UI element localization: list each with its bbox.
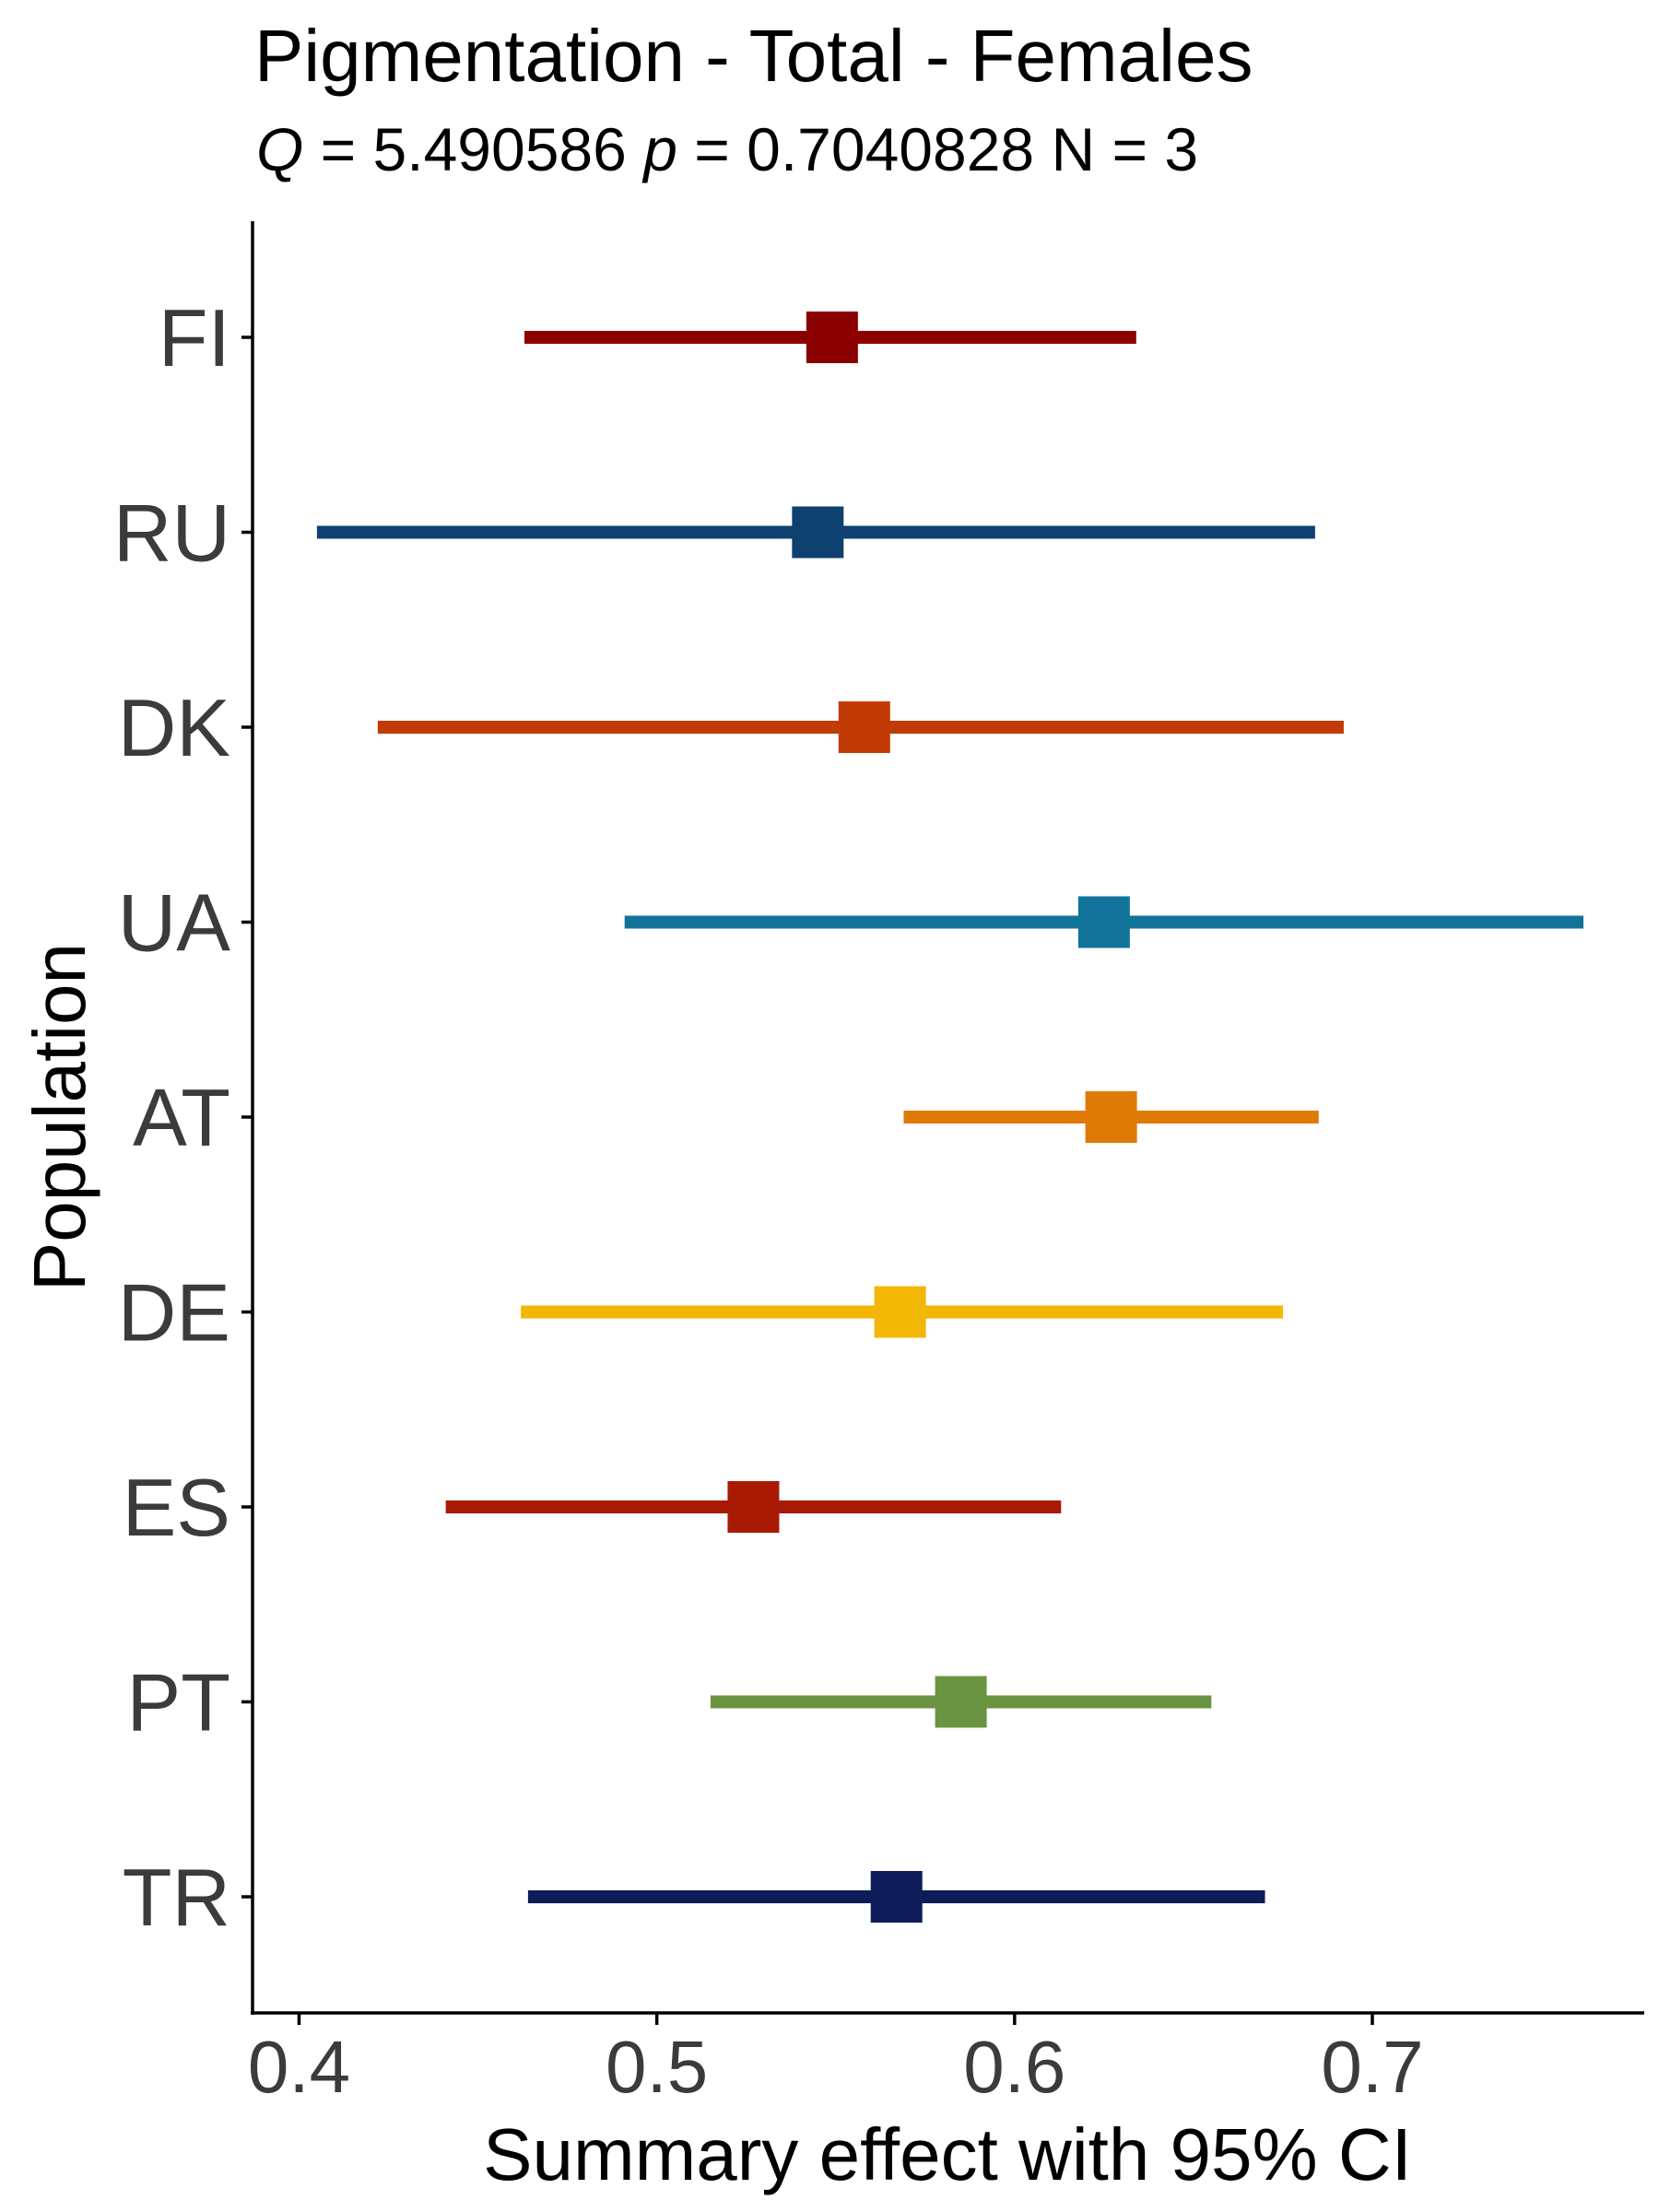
estimate-marker-at: [1085, 1091, 1137, 1143]
x-tick-label: 0.7: [1321, 2026, 1423, 2108]
estimate-marker-ua: [1077, 896, 1130, 948]
y-axis: FI RU DK UA AT DE ES PT TR: [113, 292, 253, 1943]
y-tick-label-ru: RU: [113, 488, 230, 579]
y-tick-label-es: ES: [123, 1462, 230, 1553]
estimate-marker-de: [874, 1286, 926, 1338]
plot-area: [316, 312, 1584, 1923]
p-symbol: p: [641, 115, 677, 183]
x-tick-label: 0.6: [963, 2026, 1065, 2108]
y-tick-label-de: DE: [118, 1267, 230, 1359]
y-tick-label-at: AT: [133, 1072, 230, 1163]
x-axis-title: Summary effect with 95% CI: [483, 2113, 1412, 2195]
q-symbol: Q: [256, 115, 303, 183]
x-tick-label: 0.5: [606, 2026, 708, 2108]
y-tick-label-tr: TR: [123, 1852, 230, 1943]
y-tick-label-fi: FI: [159, 292, 230, 383]
x-axis: 0.4 0.5 0.6 0.7: [248, 2013, 1424, 2108]
estimate-marker-dk: [838, 701, 890, 753]
chart-title: Pigmentation - Total - Females: [254, 15, 1253, 97]
chart-subtitle: Q = 5.490586 p = 0.7040828 N = 3: [256, 115, 1198, 183]
estimate-marker-pt: [935, 1676, 987, 1728]
estimate-marker-ru: [792, 506, 844, 559]
y-tick-label-dk: DK: [118, 682, 230, 773]
estimate-marker-tr: [870, 1871, 923, 1923]
y-tick-label-ua: UA: [118, 877, 231, 969]
y-axis-title: Population: [18, 943, 100, 1291]
y-tick-label-pt: PT: [127, 1657, 230, 1748]
estimate-marker-fi: [806, 312, 858, 363]
estimate-marker-es: [727, 1481, 780, 1533]
x-tick-label: 0.4: [248, 2026, 350, 2108]
p-value: = 0.7040828 N = 3: [677, 115, 1198, 183]
q-value: = 5.490586: [303, 115, 643, 183]
